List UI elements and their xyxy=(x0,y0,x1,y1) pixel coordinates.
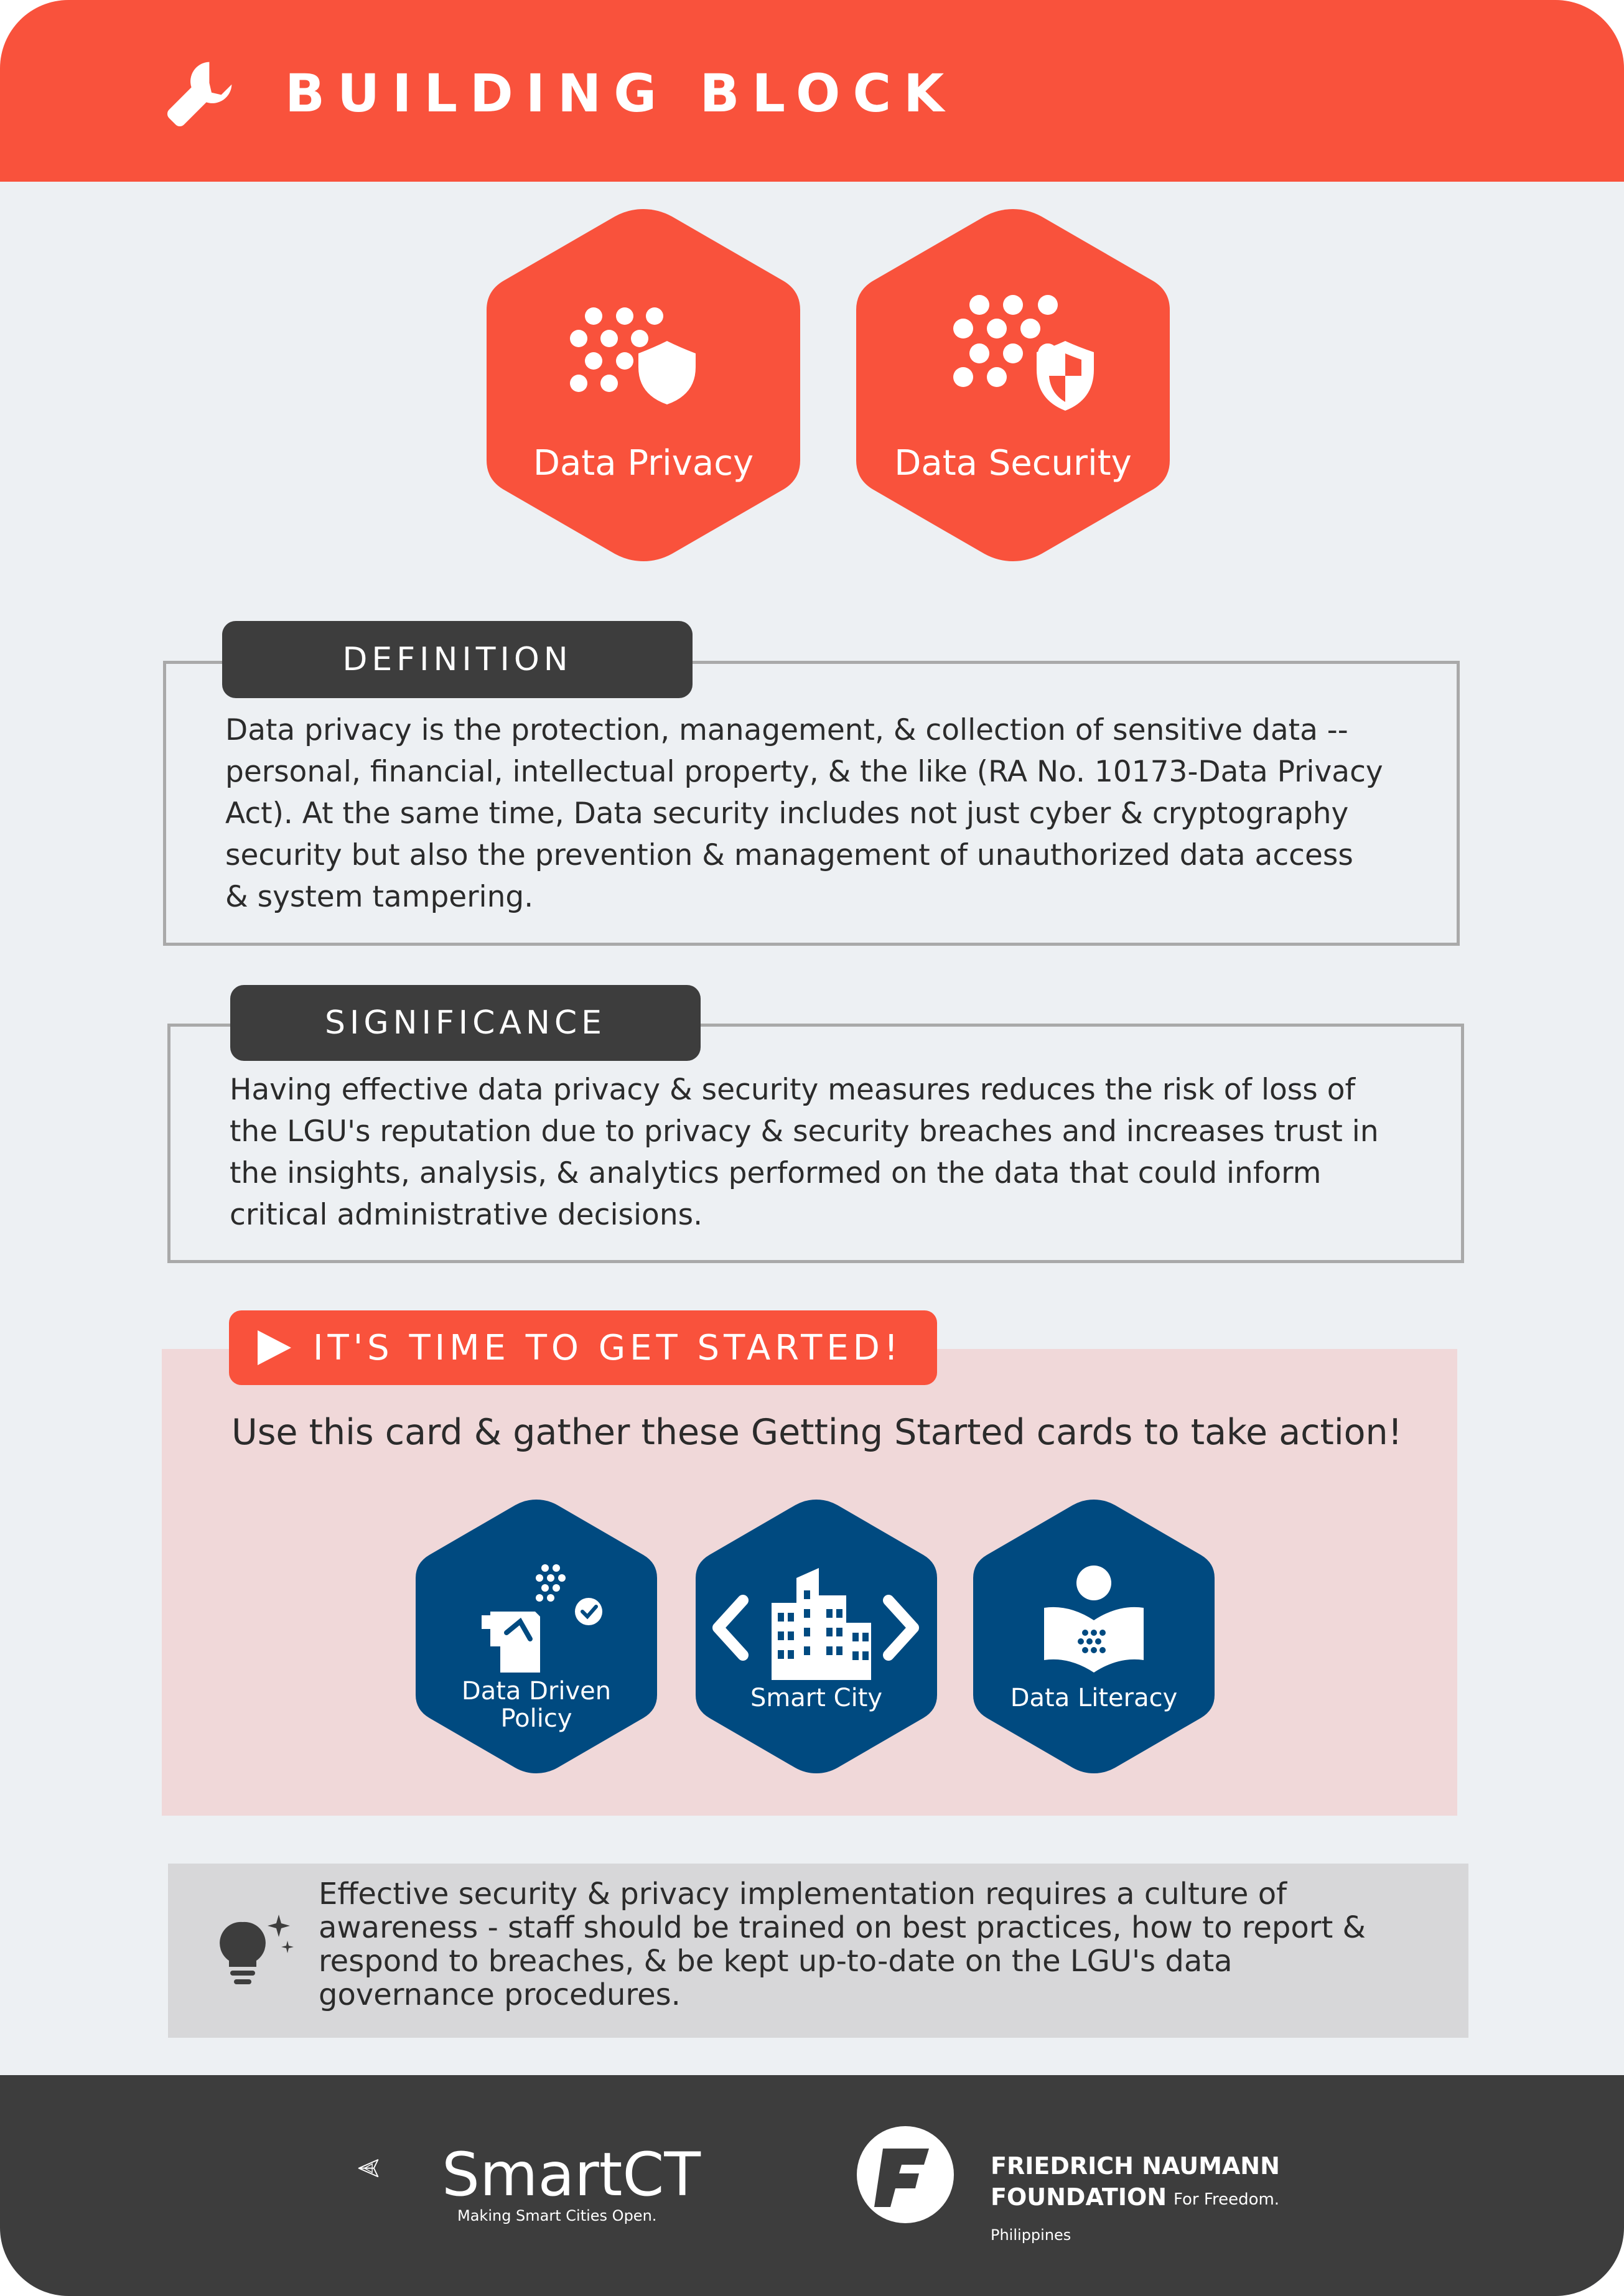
card-smart-city[interactable]: Smart City xyxy=(693,1497,940,1776)
getting-started-tab: IT'S TIME TO GET STARTED! xyxy=(229,1310,937,1385)
text-line: personal, financial, intellectual proper… xyxy=(225,755,1383,789)
getting-started-subtitle: Use this card & gather these Getting Sta… xyxy=(231,1412,1402,1453)
significance-heading: SIGNIFICANCE xyxy=(230,985,701,1061)
significance-box xyxy=(167,1024,1464,1263)
text-line: critical administrative decisions. xyxy=(230,1198,703,1232)
smartct-tagline: Making Smart Cities Open. xyxy=(457,2207,657,2224)
text-line: Effective security & privacy implementat… xyxy=(319,1877,1287,1911)
card-data-driven-policy[interactable]: Data Driven Policy xyxy=(413,1497,660,1776)
play-icon xyxy=(258,1330,291,1365)
block-label: Data Security xyxy=(894,443,1132,483)
card-label-line: Data Driven xyxy=(461,1677,612,1706)
card-label: Smart City xyxy=(750,1684,883,1712)
card-data-literacy[interactable]: Data Literacy xyxy=(971,1497,1217,1776)
wrench-icon xyxy=(167,62,232,127)
block-data-security: Data Security xyxy=(852,205,1174,565)
block-label: Data Privacy xyxy=(533,443,754,483)
text-line: the LGU's reputation due to privacy & se… xyxy=(230,1114,1379,1149)
smartct-logo-icon xyxy=(358,2159,379,2178)
fnf-tagline: For Freedom. xyxy=(1174,2190,1280,2209)
city-code-icon xyxy=(712,1568,919,1680)
definition-heading: DEFINITION xyxy=(222,621,693,698)
text-line: awareness - staff should be trained on b… xyxy=(319,1910,1366,1945)
policy-icon xyxy=(482,1564,602,1673)
header-bar: BUILDING BLOCK xyxy=(0,0,1624,182)
text-line: Having effective data privacy & security… xyxy=(230,1073,1355,1107)
card-label-line: Policy xyxy=(500,1704,572,1733)
text-line: respond to breaches, & be kept up-to-dat… xyxy=(319,1944,1233,1979)
fnf-logo-icon xyxy=(857,2126,954,2223)
text-line: security but also the prevention & manag… xyxy=(225,838,1353,872)
fnf-name-line1: FRIEDRICH NAUMANN xyxy=(991,2152,1280,2180)
lightbulb-icon xyxy=(220,1915,294,1984)
smartct-name: SmartCT xyxy=(442,2140,701,2210)
significance-text: Having effective data privacy & security… xyxy=(230,1069,1379,1236)
definition-text: Data privacy is the protection, manageme… xyxy=(225,709,1383,918)
getting-started-title: IT'S TIME TO GET STARTED! xyxy=(313,1328,903,1368)
tip-box: Effective security & privacy implementat… xyxy=(168,1864,1468,2038)
fnf-country: Philippines xyxy=(991,2226,1071,2244)
card-label: Data Driven Policy xyxy=(413,1678,660,1732)
text-line: the insights, analysis, & analytics perf… xyxy=(230,1156,1322,1190)
page-title: BUILDING BLOCK xyxy=(285,63,957,124)
text-line: & system tampering. xyxy=(225,880,534,914)
card-label: Data Literacy xyxy=(1010,1684,1178,1712)
reader-book-icon xyxy=(1044,1566,1144,1673)
footer xyxy=(0,2075,1624,2296)
text-line: governance procedures. xyxy=(319,1977,681,2012)
block-data-privacy: Data Privacy xyxy=(483,205,804,565)
text-line: Data privacy is the protection, manageme… xyxy=(225,713,1348,747)
text-line: Act). At the same time, Data security in… xyxy=(225,796,1349,831)
definition-box xyxy=(163,661,1460,946)
data-shield-icon xyxy=(570,307,696,404)
tip-text: Effective security & privacy implementat… xyxy=(319,1877,1439,2012)
data-security-shield-icon xyxy=(953,295,1094,411)
fnf-name-line2: FOUNDATION xyxy=(991,2183,1167,2211)
